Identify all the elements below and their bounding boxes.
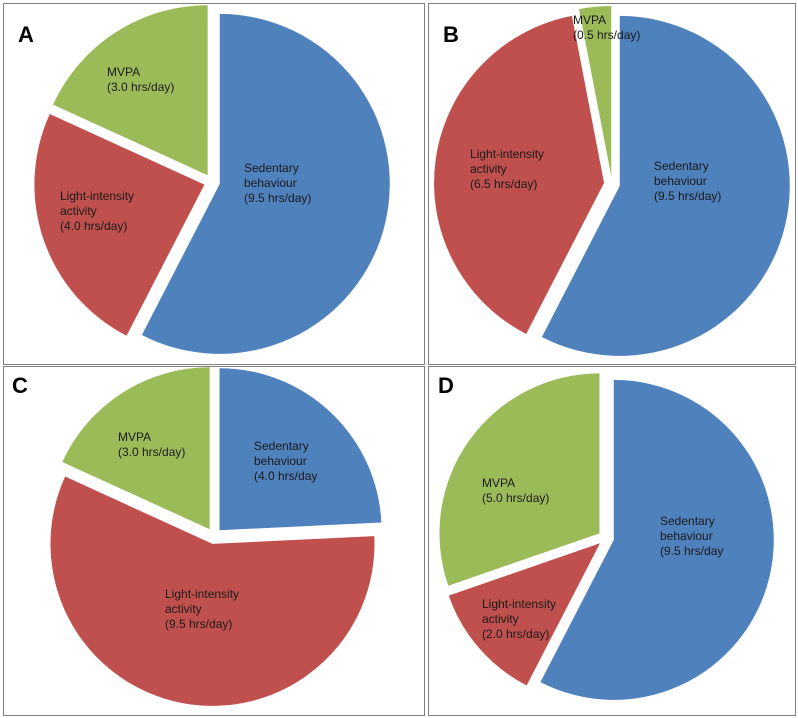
slice-label-sedentary: Sedentary behaviour (4.0 hrs/day xyxy=(254,439,317,483)
slice-label-mvpa: MVPA (0.5 hrs/day) xyxy=(573,13,640,42)
slice-label-light: Light-intensity activity (2.0 hrs/day) xyxy=(482,597,556,641)
pie-slice-mvpa xyxy=(62,367,210,530)
panel-letter: C xyxy=(12,373,28,398)
slice-label-sedentary: Sedentary behaviour (9.5 hrs/day xyxy=(660,514,723,558)
panel-letter: D xyxy=(438,373,454,398)
pie-slice-sedentary xyxy=(541,15,790,356)
panel-c: Sedentary behaviour (4.0 hrs/day Light-inte… xyxy=(3,366,425,716)
slice-label-sedentary: Sedentary behaviour (9.5 hrs/day) xyxy=(244,161,311,205)
pie-slice-light xyxy=(50,476,375,706)
panel-a: Sedentary behaviour (9.5 hrs/day) Light-int… xyxy=(3,3,425,365)
slice-label-mvpa: MVPA (3.0 hrs/day) xyxy=(118,430,185,459)
pie-slice-light xyxy=(434,15,605,334)
slice-label-mvpa: MVPA (5.0 hrs/day) xyxy=(482,476,549,505)
pie-slice-sedentary xyxy=(540,379,774,700)
pie-slice-light xyxy=(448,543,600,686)
pie-slice-sedentary xyxy=(141,13,390,354)
pie-slice-sedentary xyxy=(219,368,382,531)
panel-b: Sedentary behaviour (9.5 hrs/day) Light-int… xyxy=(428,3,796,365)
slice-label-sedentary: Sedentary behaviour (9.5 hrs/day) xyxy=(654,159,721,203)
pie-slice-mvpa xyxy=(53,5,208,176)
slice-label-light: Light-intensity activity (4.0 hrs/day) xyxy=(60,189,134,233)
slice-label-mvpa: MVPA (3.0 hrs/day) xyxy=(107,65,174,94)
panel-letter: B xyxy=(443,22,459,47)
slice-label-light: Light-intensity activity (6.5 hrs/day) xyxy=(470,147,544,191)
panel-d: Sedentary behaviour (9.5 hrs/day Light-inte… xyxy=(428,366,796,716)
panel-letter: A xyxy=(18,22,34,47)
pie-slice-mvpa xyxy=(579,6,612,177)
slice-label-light: Light-intensity activity (9.5 hrs/day) xyxy=(165,587,239,631)
pie-slice-light xyxy=(34,114,205,336)
pie-slice-mvpa xyxy=(439,373,600,586)
